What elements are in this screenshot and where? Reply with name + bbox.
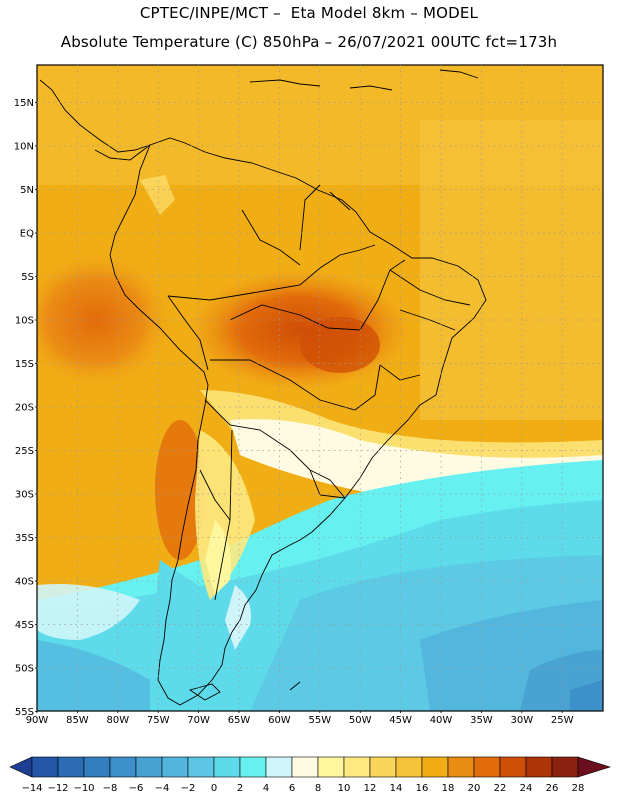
colorbar-swatch	[369, 756, 397, 778]
lon-label: 70W	[187, 715, 210, 726]
temperature-field	[37, 65, 603, 711]
colorbar-swatch	[551, 756, 579, 778]
colorbar-swatch	[343, 756, 371, 778]
colorbar-swatch	[239, 756, 267, 778]
colorbar-tick-label: −8	[103, 783, 118, 794]
colorbar-swatch	[265, 756, 293, 778]
colorbar-swatch	[83, 756, 111, 778]
colorbar-tick-label: 8	[315, 783, 321, 794]
lat-label: 20S	[15, 403, 34, 414]
colorbar-swatch	[421, 756, 449, 778]
colorbar-swatch	[317, 756, 345, 778]
colorbar-tick-label: −6	[129, 783, 144, 794]
colorbar-tick-label: 18	[442, 783, 455, 794]
colorbar-swatch	[31, 756, 59, 778]
lon-label: 40W	[430, 715, 453, 726]
longitude-labels: 90W 85W 80W 75W 70W 65W 60W 55W 50W 45W 40W 35W 30W 2…	[26, 711, 574, 726]
lon-label: 80W	[106, 715, 129, 726]
colorbar-tick-label: 10	[338, 783, 351, 794]
colorbar-swatch	[161, 756, 189, 778]
lat-label: EQ	[20, 229, 34, 240]
country-borders	[39, 69, 487, 706]
colorbar-swatch	[473, 756, 501, 778]
colorbar-swatch	[57, 756, 85, 778]
lon-label: 65W	[228, 715, 251, 726]
colorbar-tick-label: −10	[73, 783, 94, 794]
lon-label: 60W	[268, 715, 291, 726]
map-title-line-2: Absolute Temperature (C) 850hPa – 26/07/…	[60, 33, 558, 51]
lat-label: 5N	[20, 185, 34, 196]
lon-label: 75W	[147, 715, 170, 726]
lat-label: 10N	[14, 142, 34, 153]
colorbar-tick-label: −14	[21, 783, 42, 794]
colorbar-swatch	[447, 756, 475, 778]
colorbar-tick-label: 12	[364, 783, 377, 794]
colorbar-swatch	[135, 756, 163, 778]
colorbar-tick-label: 14	[390, 783, 403, 794]
colorbar-tick-label: 2	[237, 783, 243, 794]
lat-label: 40S	[15, 577, 34, 588]
colorbar-tick-label: −2	[181, 783, 196, 794]
lat-label: 50S	[15, 664, 34, 675]
colorbar-swatch	[187, 756, 215, 778]
lon-label: 50W	[349, 715, 372, 726]
lat-label: 5S	[21, 272, 34, 283]
latitude-labels: 15N 10N 5N EQ 5S 10S 15S 20S 25S 30S 35S 40S 45S 50S 5…	[14, 98, 37, 718]
colorbar-arrow-high	[577, 756, 612, 778]
map-title-line-1: CPTEC/INPE/MCT – Eta Model 8km – MODEL	[139, 4, 479, 22]
colorbar-swatch	[213, 756, 241, 778]
lat-label: 35S	[15, 533, 34, 544]
colorbar-tick-label: 0	[211, 783, 217, 794]
colorbar-swatch	[291, 756, 319, 778]
colorbar-tick-label: 20	[468, 783, 481, 794]
lat-label: 25S	[15, 446, 34, 457]
lat-label: 30S	[15, 490, 34, 501]
colorbar-tick-label: 22	[494, 783, 507, 794]
colorbar-swatch	[109, 756, 137, 778]
lat-label: 45S	[15, 620, 34, 631]
graticule	[37, 65, 603, 711]
lon-label: 25W	[551, 715, 574, 726]
colorbar-tick-label: −12	[47, 783, 68, 794]
colorbar-tick-label: 28	[572, 783, 585, 794]
colorbar-tick-label: 26	[546, 783, 559, 794]
colorbar-tick-label: 24	[520, 783, 533, 794]
colorbar-tick-label: 16	[416, 783, 429, 794]
colorbar-swatch	[499, 756, 527, 778]
colorbar-swatch	[525, 756, 553, 778]
lon-label: 55W	[308, 715, 331, 726]
lat-label: 10S	[15, 316, 34, 327]
colorbar: −14 −12 −10 −8 −6 −4 −2 0 2 4 6 8 10 12 14 16 18 20 22 24 26…	[9, 756, 612, 794]
lon-label: 90W	[26, 715, 49, 726]
lat-label: 15N	[14, 98, 34, 109]
lat-label: 15S	[15, 359, 34, 370]
colorbar-tick-label: −4	[155, 783, 170, 794]
lon-label: 85W	[66, 715, 89, 726]
colorbar-tick-label: 6	[289, 783, 295, 794]
colorbar-arrow-low	[9, 756, 33, 778]
lon-label: 35W	[470, 715, 493, 726]
colorbar-swatch	[395, 756, 423, 778]
lon-label: 30W	[510, 715, 533, 726]
colorbar-tick-label: 4	[263, 783, 269, 794]
lon-label: 45W	[389, 715, 412, 726]
lat-label: 55S	[15, 707, 34, 718]
